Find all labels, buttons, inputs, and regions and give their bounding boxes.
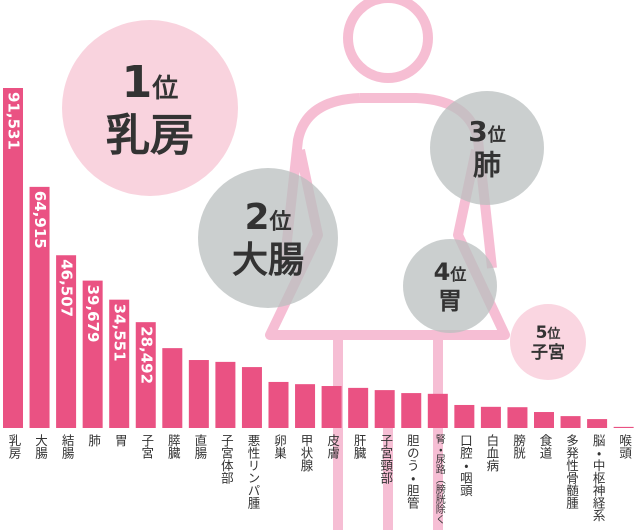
x-tick-label: 膵臓	[166, 434, 181, 460]
bar	[295, 384, 315, 428]
x-tick-label: 肝臓	[352, 434, 367, 460]
rank: 1	[122, 57, 153, 108]
x-tick-label: 悪性リンパ腫	[245, 434, 260, 510]
rank: 2	[244, 197, 269, 238]
x-tick-label: 子宮体部	[219, 434, 234, 484]
x-tick-label: 多発性骨髄腫	[564, 434, 579, 510]
x-tick-label: 膀胱	[511, 434, 526, 460]
bar	[215, 362, 235, 428]
x-tick-label: 胃	[113, 434, 128, 447]
x-tick-label: 胆のう・胆管	[405, 434, 420, 510]
rank-name: 乳房	[106, 110, 194, 161]
bar	[375, 390, 395, 428]
value-label: 28,492	[137, 326, 155, 384]
x-tick-label: 喉頭	[617, 434, 632, 460]
rank-circle	[510, 304, 586, 380]
rank-unit: 位	[546, 326, 560, 342]
bar	[561, 416, 581, 428]
x-tick-label: 卵巣	[272, 434, 287, 460]
bar	[428, 394, 448, 428]
value-label: 39,679	[84, 285, 102, 343]
value-label: 91,531	[5, 92, 23, 150]
x-tick-label: 脳・中枢神経系	[591, 434, 606, 522]
bar	[162, 348, 182, 428]
rank-unit: 位	[449, 265, 466, 284]
bar	[534, 412, 554, 428]
value-label: 46,507	[58, 259, 76, 317]
x-tick-label: 腎・尿路（膀胱除く	[433, 434, 445, 524]
x-tick-label: 子宮頸部	[378, 434, 393, 484]
rank-name: 肺	[473, 149, 501, 182]
bar	[481, 407, 501, 428]
bar	[269, 382, 289, 428]
rank: 3	[468, 115, 487, 148]
bar	[587, 419, 607, 428]
rank-unit: 位	[487, 124, 506, 146]
rank-unit: 位	[269, 209, 292, 235]
rank-unit: 位	[151, 74, 178, 104]
x-tick-label: 食道	[538, 434, 553, 460]
rank-name: 胃	[438, 287, 462, 315]
x-tick-label: 甲状腺	[299, 434, 314, 472]
bar	[348, 388, 368, 428]
rank: 5	[536, 323, 548, 343]
bar	[401, 393, 421, 428]
x-tick-label: 結腸	[60, 434, 75, 460]
bar	[507, 407, 527, 428]
x-tick-label: 白血病	[484, 433, 499, 472]
x-tick-label: 大腸	[33, 434, 48, 460]
x-tick-label: 子宮	[139, 434, 154, 459]
x-tick-label: 直腸	[192, 433, 207, 460]
rank: 4	[434, 258, 451, 286]
rank-name: 子宮	[531, 342, 565, 363]
rank-name: 大腸	[232, 240, 304, 281]
chart: 91,531 乳房 64,915 大腸 46,507 結腸 39,679 肺 34,551 胃 28…	[0, 0, 637, 530]
bar	[242, 367, 262, 428]
rank-circle	[62, 20, 238, 196]
x-tick-label: 皮膚	[325, 434, 340, 459]
bar	[189, 360, 209, 428]
bar	[614, 427, 634, 428]
x-tick-label: 肺	[86, 434, 101, 447]
x-tick-label: 乳房	[7, 434, 22, 460]
bar	[322, 386, 342, 428]
x-tick-label: 口腔・咽頭	[458, 434, 473, 497]
bar	[454, 405, 474, 428]
value-label: 34,551	[111, 304, 129, 362]
rank-circle	[198, 168, 338, 308]
value-label: 64,915	[31, 191, 49, 249]
